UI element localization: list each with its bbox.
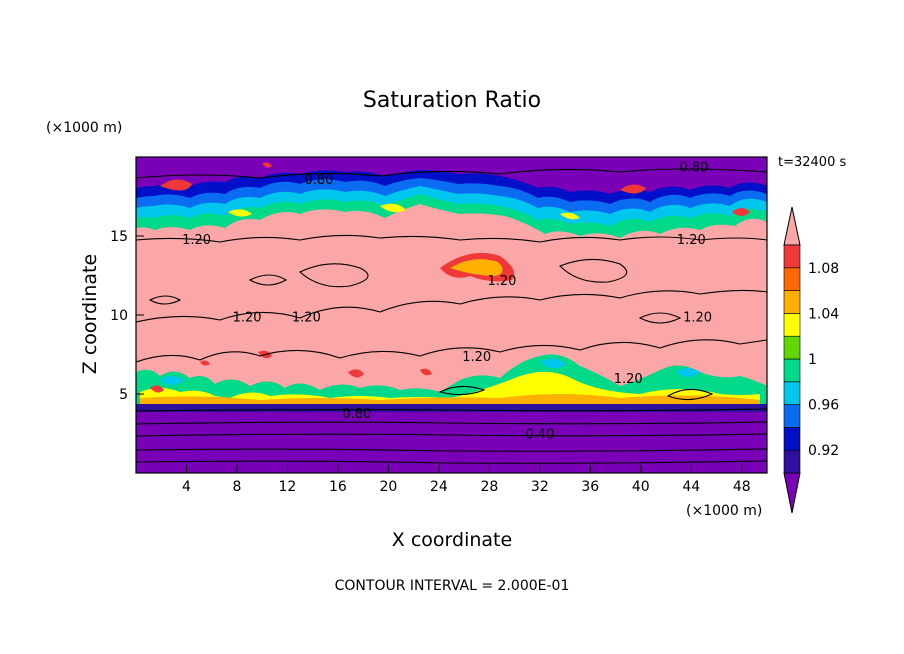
contour-lines: [136, 168, 767, 464]
x-tick-label: 24: [430, 479, 448, 495]
contour-label: 1.20: [233, 311, 262, 326]
y-tick-label: 10: [110, 308, 128, 324]
mid-orange-patch: [450, 259, 503, 276]
contour-line-lower-1: [136, 421, 767, 425]
colorbar-label: 1: [808, 352, 817, 368]
x-tick-label: 36: [581, 479, 599, 495]
contour-interval-note: CONTOUR INTERVAL = 2.000E-01: [334, 578, 570, 594]
contour-line-cloud-2: [559, 258, 628, 283]
x-tick-label: 8: [232, 479, 241, 495]
low-cloud-orange: [140, 394, 760, 404]
chart-title: Saturation Ratio: [362, 88, 542, 113]
low-cloud-yellow: [140, 371, 760, 402]
contour-label: 0.80: [342, 407, 371, 422]
x-axis-unit: (×1000 m): [686, 503, 763, 519]
contour-line-lower-3: [136, 460, 767, 464]
colorbar: 0.92 0.96 1 1.04 1.08: [783, 206, 839, 514]
contour-label: 1.20: [488, 274, 517, 289]
contour-label: 1.20: [462, 350, 491, 365]
contour-label: 1.20: [677, 233, 706, 248]
contour-label: 1.20: [182, 233, 211, 248]
contour-line-0-80-lower: [136, 408, 767, 412]
colorbar-segment: [783, 244, 801, 269]
y-axis-unit: (×1000 m): [46, 120, 123, 136]
y-axis-label: Z coordinate: [79, 253, 101, 375]
dry-layer-band: [136, 404, 767, 412]
colorbar-label: 0.96: [808, 398, 839, 414]
colorbar-segment: [783, 381, 801, 405]
contour-line-cloud-3: [438, 385, 714, 401]
contour-line-1-20-upper: [136, 234, 767, 243]
x-tick-label: 12: [279, 479, 297, 495]
contour-label: 0.80: [305, 173, 334, 188]
y-axis-ticks: 5 10 15: [110, 229, 144, 403]
upper-dry-layer: [136, 157, 767, 194]
x-tick-label: 20: [379, 479, 397, 495]
colorbar-segment: [783, 290, 801, 314]
contour-label: 0.80: [679, 160, 708, 175]
contour-label: 1.20: [292, 311, 321, 326]
upper-red-patches: [160, 162, 750, 216]
colorbar-extend-high: [783, 206, 801, 246]
y-tick-label: 15: [110, 229, 128, 245]
colorbar-extend-low: [783, 472, 801, 514]
contour-line-1-20-low: [136, 339, 767, 363]
contour-line-cloud-1: [299, 263, 369, 288]
contour-line-cloud-4: [148, 274, 682, 324]
x-axis-label: X coordinate: [391, 529, 513, 551]
x-tick-label: 40: [632, 479, 650, 495]
colorbar-label: 1.04: [808, 306, 839, 322]
contour-line-lower-2: [136, 448, 767, 452]
contour-label: 1.20: [683, 311, 712, 326]
colorbar-label: 0.92: [808, 443, 839, 459]
x-axis-ticks: 4 8 12 16 20 24 28 32 36 40 44 48: [182, 465, 751, 495]
contour-line-0-40: [136, 433, 767, 437]
contour-line-1-20-mid: [136, 289, 767, 323]
time-label: t=32400 s: [778, 155, 847, 170]
colorbar-segment: [783, 267, 801, 291]
plot-area: 0.80 0.80 1.20 1.20 1.20 1.20 1.20 1.20 1.20 1.20…: [110, 156, 768, 495]
contour-label: 0.40: [525, 428, 554, 443]
contour-line-0-80-upper: [136, 168, 767, 179]
contour-label: 1.20: [614, 372, 643, 387]
x-tick-label: 48: [733, 479, 751, 495]
colorbar-segment: [783, 404, 801, 428]
y-tick-label: 5: [119, 387, 128, 403]
colorbar-label: 1.08: [808, 261, 839, 277]
colorbar-segment: [783, 449, 801, 474]
contour-label-layer: 0.80 0.80 1.20 1.20 1.20 1.20 1.20 1.20 1.20 1.20…: [182, 160, 712, 443]
colorbar-segment: [783, 358, 801, 383]
x-tick-label: 28: [480, 479, 498, 495]
x-tick-label: 4: [182, 479, 191, 495]
colorbar-segment: [783, 335, 801, 360]
colorbar-segment: [783, 313, 801, 337]
colorbar-segment: [783, 427, 801, 451]
x-tick-label: 16: [329, 479, 347, 495]
x-tick-label: 44: [682, 479, 700, 495]
contour-fill-layer: [136, 157, 767, 473]
x-tick-label: 32: [531, 479, 549, 495]
